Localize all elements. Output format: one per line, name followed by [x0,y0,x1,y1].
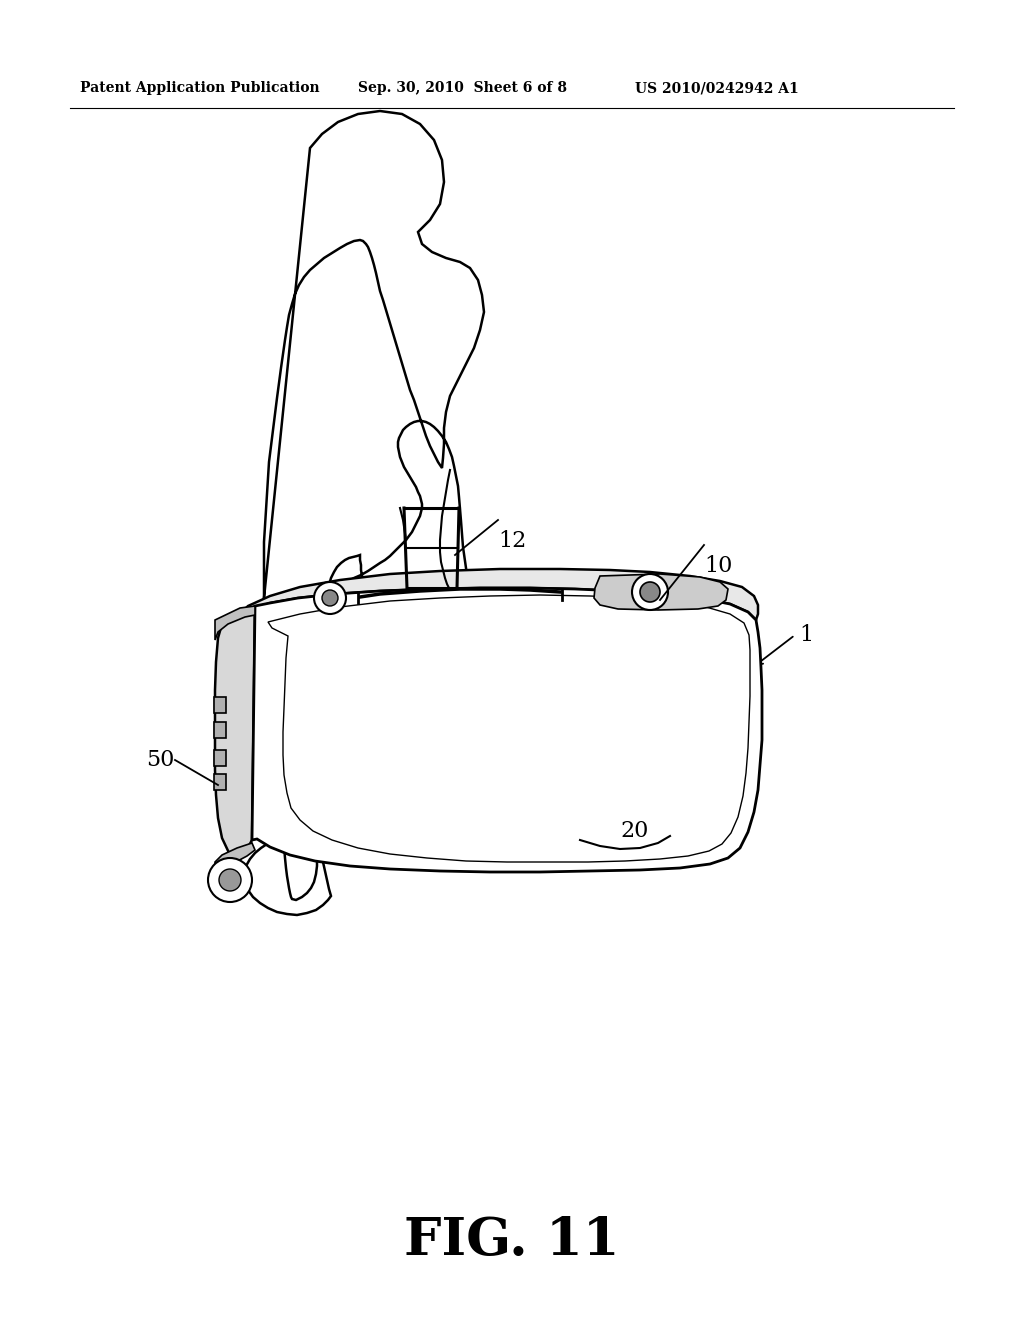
Text: US 2010/0242942 A1: US 2010/0242942 A1 [635,81,799,95]
Bar [214,774,226,789]
Polygon shape [244,111,498,915]
Text: FIG. 11: FIG. 11 [404,1214,620,1266]
Text: 12: 12 [498,531,526,552]
Circle shape [314,582,346,614]
Polygon shape [215,606,255,640]
Text: Patent Application Publication: Patent Application Publication [80,81,319,95]
Polygon shape [252,587,762,873]
Circle shape [322,590,338,606]
Polygon shape [215,843,255,878]
Text: 10: 10 [705,554,732,577]
Circle shape [640,582,660,602]
Bar [214,697,226,713]
Bar [214,750,226,766]
Bar [214,722,226,738]
Circle shape [208,858,252,902]
Polygon shape [594,574,728,610]
Text: 50: 50 [146,748,175,771]
Circle shape [219,869,241,891]
Text: Sep. 30, 2010  Sheet 6 of 8: Sep. 30, 2010 Sheet 6 of 8 [358,81,567,95]
Text: 20: 20 [620,820,648,842]
Text: 1: 1 [799,624,813,645]
Polygon shape [215,606,255,863]
Circle shape [632,574,668,610]
Polygon shape [237,569,758,620]
